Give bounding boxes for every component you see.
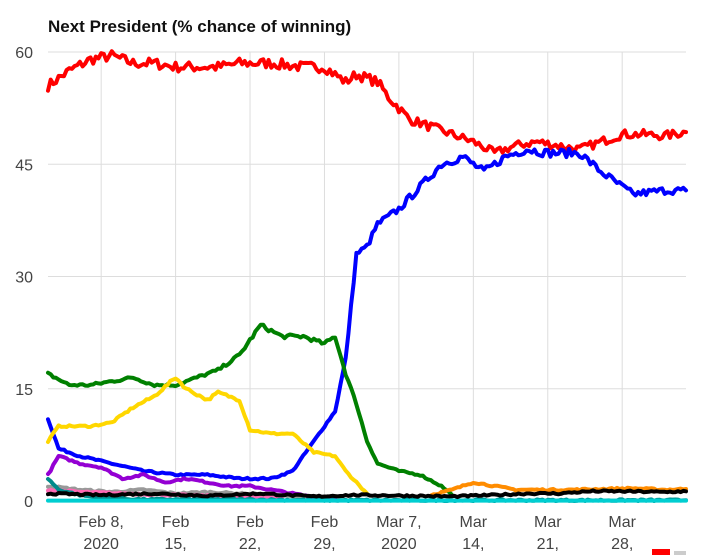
gridlines <box>48 51 686 502</box>
x-tick-label-line2: 15, <box>164 536 186 553</box>
series-line-5 <box>428 481 688 498</box>
series-line-10 <box>46 488 688 500</box>
series-lines <box>46 49 688 503</box>
x-tick-label: Feb <box>162 514 190 531</box>
series-line-2 <box>46 322 455 497</box>
x-tick-label-line2: 2020 <box>381 536 417 553</box>
y-tick-label: 30 <box>15 270 33 287</box>
legend-swatch-red <box>652 549 670 555</box>
y-tick-label: 45 <box>15 157 33 174</box>
x-tick-label: Feb 8, <box>78 514 123 531</box>
x-tick-label-line2: 22, <box>239 536 261 553</box>
x-tick-label: Mar 7, <box>376 514 421 531</box>
x-axis-ticks: Feb 8, 2020 Feb 15, Feb 22, Feb 29, Mar 7, 2020 Ma… <box>78 514 636 553</box>
y-tick-label: 60 <box>15 45 33 62</box>
x-tick-label-line2: 29, <box>313 536 335 553</box>
series-line-3 <box>46 376 369 496</box>
legend-marker <box>652 549 686 555</box>
series-line-0 <box>46 49 688 155</box>
y-tick-label: 15 <box>15 382 33 399</box>
x-tick-label: Feb <box>311 514 339 531</box>
chart-title: Next President (% chance of winning) <box>48 17 351 36</box>
series-line-1 <box>46 146 688 482</box>
x-tick-label-line2: 21, <box>537 536 559 553</box>
y-tick-label: 0 <box>24 494 33 511</box>
y-axis-ticks: 0 15 30 45 60 <box>15 45 33 511</box>
x-tick-label: Mar <box>460 514 488 531</box>
x-tick-label: Mar <box>534 514 562 531</box>
x-tick-label-line2: 28, <box>611 536 633 553</box>
x-tick-label: Feb <box>236 514 264 531</box>
x-tick-label-line2: 14, <box>462 536 484 553</box>
x-tick-label-line2: 2020 <box>83 536 119 553</box>
legend-swatch-gray <box>674 551 686 555</box>
x-tick-label: Mar <box>608 514 636 531</box>
